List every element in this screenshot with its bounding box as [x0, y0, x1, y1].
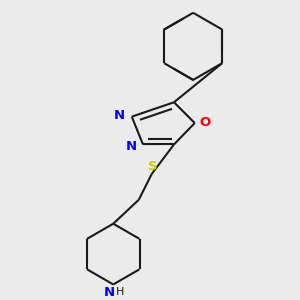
Text: N: N: [114, 109, 125, 122]
Text: N: N: [104, 286, 115, 299]
Text: O: O: [200, 116, 211, 129]
Text: H: H: [116, 287, 124, 297]
Text: S: S: [148, 160, 158, 173]
Text: N: N: [125, 140, 136, 153]
